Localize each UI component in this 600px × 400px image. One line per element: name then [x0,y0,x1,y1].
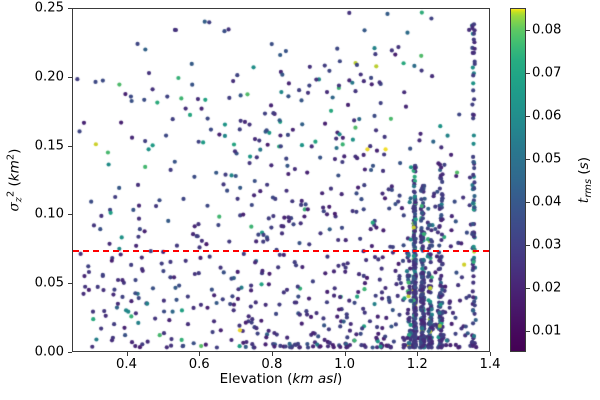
xtick-label: 1.2 [406,357,428,372]
xtick-mark [417,352,419,356]
ctick-label: 0.08 [532,22,562,37]
x-axis-title: Elevation (km asl) [219,371,343,387]
xtick-mark [344,352,346,356]
y-axis-title: σz2 (km2) [5,148,25,212]
scatter-plot-axes [72,8,490,352]
ctick-mark [526,287,530,289]
ytick-label: 0.00 [34,344,64,360]
ctick-label: 0.05 [532,151,562,166]
ytick-mark [68,352,72,354]
xtick-mark [199,352,201,356]
xtick-label: 0.8 [261,357,283,372]
ytick-mark [68,214,72,216]
xtick-label: 1.0 [334,357,356,372]
xtick-mark [271,352,273,356]
ytick-mark [68,145,72,147]
scatter-points-layer [73,9,489,351]
ytick-label: 0.20 [34,69,64,85]
xtick-label: 0.4 [116,357,138,372]
ctick-mark [526,115,530,117]
colorbar-title: trms (s) [576,156,594,204]
xtick-mark [490,352,492,356]
ytick-label: 0.05 [34,275,64,291]
ctick-mark [526,29,530,31]
threshold-hline [73,249,489,252]
ctick-mark [526,72,530,74]
ytick-mark [68,8,72,10]
ctick-label: 0.07 [532,65,562,80]
colorbar-gradient [510,8,526,352]
ctick-label: 0.02 [532,280,562,295]
ctick-mark [526,244,530,246]
ctick-label: 0.01 [532,323,562,338]
ctick-mark [526,330,530,332]
xtick-mark [126,352,128,356]
ytick-label: 0.25 [34,0,64,16]
ctick-label: 0.06 [532,108,562,123]
xtick-label: 1.4 [479,357,501,372]
ytick-label: 0.10 [34,206,64,222]
ctick-mark [526,158,530,160]
ctick-label: 0.04 [532,194,562,209]
ytick-mark [68,283,72,285]
xtick-label: 0.6 [188,357,210,372]
ctick-label: 0.03 [532,237,562,252]
ytick-mark [68,76,72,78]
ytick-label: 0.15 [34,138,64,154]
ctick-mark [526,201,530,203]
